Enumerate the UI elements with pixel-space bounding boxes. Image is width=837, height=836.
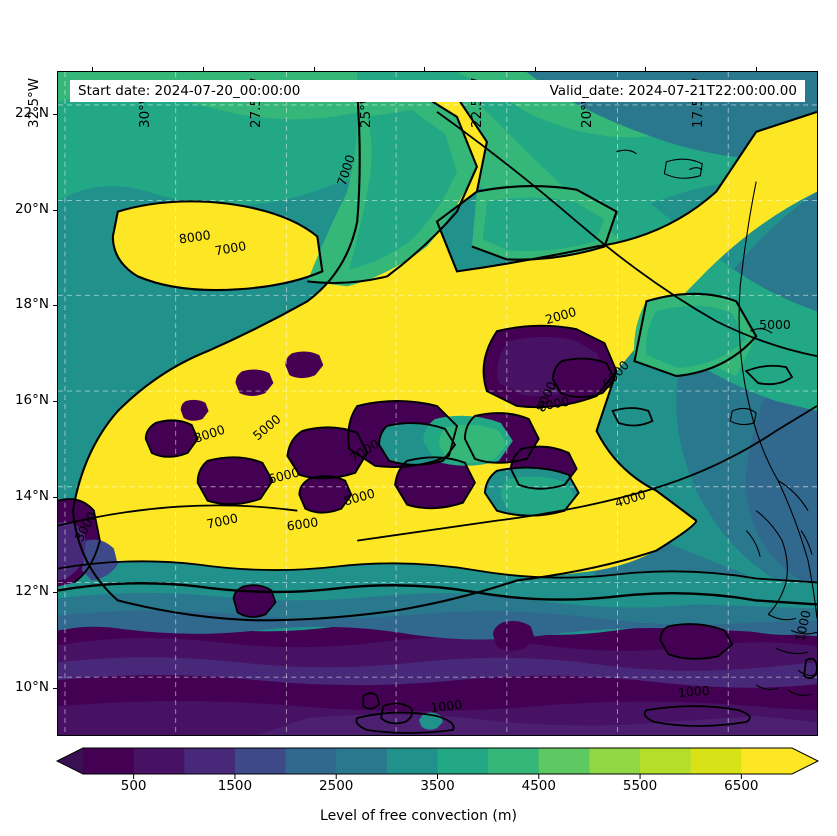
colorbar-band-13: [741, 748, 793, 774]
info-title-bar: Start date: 2024-07-20_00:00:00 Valid_da…: [70, 80, 805, 102]
colorbar-band-11: [640, 748, 692, 774]
contour-map: 7000 8000 7000 5000 8000 6000 7000 8000 …: [58, 72, 817, 735]
svg-text:6000: 6000: [286, 514, 320, 533]
lat-tick-2: [53, 305, 57, 307]
colorbar-label-1: 1500: [217, 778, 253, 794]
colorbar-band-7: [437, 748, 489, 774]
lat-tick-label-6: 10°N: [14, 679, 49, 696]
svg-text:7000: 7000: [205, 510, 239, 531]
lon-tick-1: [203, 67, 204, 71]
svg-text:7000: 7000: [537, 394, 571, 414]
lon-tick-3: [424, 67, 426, 71]
lat-tick-0: [53, 114, 57, 116]
svg-text:1000: 1000: [792, 609, 813, 643]
lat-tick-5: [53, 592, 57, 594]
colorbar[interactable]: [55, 747, 820, 779]
colorbar-band-5: [336, 748, 388, 774]
colorbar-label-6: 6500: [724, 778, 759, 794]
colorbar-swatches: [55, 747, 820, 779]
colorbar-band-12: [690, 748, 742, 774]
lat-tick-label-1: 20°N: [14, 200, 49, 217]
colorbar-band-9: [538, 748, 591, 774]
svg-text:8000: 8000: [178, 227, 212, 246]
lat-tick-1: [53, 209, 57, 211]
lon-tick-2: [313, 67, 315, 71]
gridlines: [58, 72, 817, 735]
lon-tick-5: [645, 67, 647, 71]
lat-tick-6: [53, 688, 57, 690]
lat-tick-label-3: 16°N: [14, 392, 49, 409]
colorbar-extend-max-arrow: [792, 748, 818, 774]
svg-text:7000: 7000: [214, 238, 248, 258]
colorbar-label-3: 3500: [420, 778, 455, 794]
colorbar-title: Level of free convection (m): [320, 808, 517, 824]
valid-date-label: Valid_date: 2024-07-21T22:00:00.00: [549, 83, 797, 99]
svg-text:6000: 6000: [267, 464, 301, 486]
colorbar-band-0: [83, 748, 135, 774]
svg-text:5000: 5000: [759, 317, 791, 332]
colorbar-band-6: [386, 748, 439, 774]
lon-tick-4: [534, 67, 536, 71]
colorbar-outline: [55, 747, 820, 775]
colorbar-band-2: [184, 748, 236, 774]
colorbar-label-4: 4500: [521, 778, 556, 794]
colorbar-extend-min-arrow: [57, 748, 83, 774]
colorbar-band-8: [488, 748, 540, 774]
lat-tick-3: [53, 401, 57, 403]
svg-text:1000: 1000: [678, 683, 711, 700]
colorbar-band-10: [589, 748, 641, 774]
colorbar-band-1: [133, 748, 185, 774]
colorbar-band-3: [234, 748, 287, 774]
colorbar-label-5: 5500: [622, 778, 658, 794]
lat-tick-label-0: 22°N: [14, 105, 49, 122]
map-canvas: 7000 8000 7000 5000 8000 6000 7000 8000 …: [58, 72, 817, 735]
colorbar-band-4: [285, 748, 337, 774]
lat-tick-label-2: 18°N: [14, 296, 49, 313]
coastline: [616, 149, 817, 696]
start-date-label: Start date: 2024-07-20_00:00:00: [78, 83, 301, 99]
map-plot-area[interactable]: 7000 8000 7000 5000 8000 6000 7000 8000 …: [57, 71, 818, 736]
lon-tick-0: [92, 67, 94, 71]
lat-tick-4: [53, 496, 57, 498]
lon-tick-6: [756, 67, 758, 71]
colorbar-label-2: 2500: [319, 778, 354, 794]
lat-tick-label-5: 12°N: [14, 583, 49, 600]
lat-tick-label-4: 14°N: [14, 487, 49, 504]
colorbar-label-0: 500: [120, 778, 147, 794]
svg-text:1000: 1000: [430, 697, 463, 715]
